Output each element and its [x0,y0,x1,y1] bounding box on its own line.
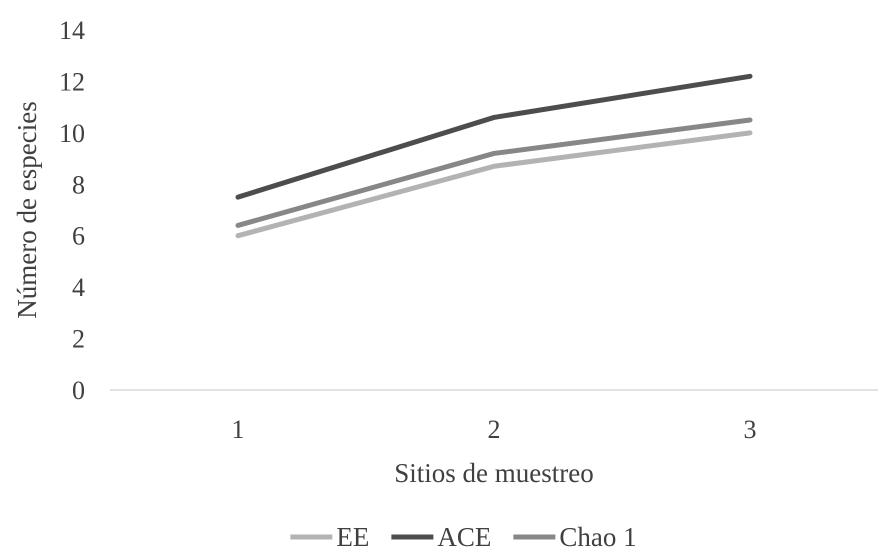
x-tick-label: 2 [488,415,501,444]
y-tick-label: 0 [72,376,85,405]
series-line-chao-1 [235,117,753,228]
y-tick-label: 4 [72,273,85,302]
y-tick-label: 2 [72,325,85,354]
legend-item: EE [290,522,369,552]
series-line-ee [235,130,753,239]
x-tick-label: 3 [744,415,757,444]
y-tick-label: 12 [59,67,85,96]
legend-item: ACE [391,522,491,552]
y-tick-label: 10 [59,119,85,148]
series-line-ace [235,73,753,200]
x-tick-label: 1 [232,415,245,444]
x-axis-title: Sitios de muestreo [394,458,593,488]
legend-label: Chao 1 [559,522,636,552]
legend-item: Chao 1 [513,522,637,552]
legend: EE ACE Chao 1 [290,522,637,552]
legend-label: EE [336,522,369,552]
y-tick-label: 14 [59,16,85,45]
y-axis-title: Número de especies [12,101,42,318]
series-lines [235,73,753,239]
y-axis-ticks: 0 2 4 6 8 10 12 14 [59,16,85,405]
legend-label: ACE [437,522,491,552]
x-axis-ticks: 1 2 3 [232,415,757,444]
y-tick-label: 6 [72,222,85,251]
y-tick-label: 8 [72,170,85,199]
